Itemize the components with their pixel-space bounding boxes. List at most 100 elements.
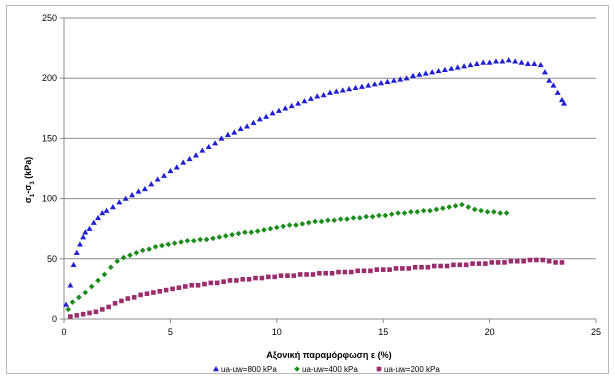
data-point — [224, 131, 231, 137]
data-point — [144, 291, 150, 297]
data-point — [99, 210, 106, 216]
data-point — [218, 135, 225, 141]
data-point — [427, 207, 433, 214]
chart-frame — [6, 5, 609, 374]
data-point — [420, 207, 427, 214]
data-point — [348, 269, 354, 275]
data-point — [293, 222, 299, 228]
x-tick-label: 5 — [168, 327, 173, 337]
data-point — [159, 242, 165, 249]
data-point — [146, 246, 152, 252]
data-point — [280, 223, 286, 230]
data-point — [325, 217, 331, 224]
data-point — [333, 88, 340, 94]
data-point — [288, 102, 295, 109]
data-point — [470, 261, 475, 266]
data-point — [431, 263, 437, 269]
data-point — [390, 77, 397, 83]
data-point — [202, 281, 207, 287]
data-point — [310, 272, 316, 277]
data-point — [138, 292, 143, 298]
legend-item-200: ua-uw=200 kPa — [376, 365, 440, 374]
data-point — [454, 64, 461, 70]
data-point — [90, 219, 97, 225]
data-point — [331, 217, 338, 224]
data-point — [438, 263, 443, 269]
data-point — [540, 257, 546, 263]
data-point — [173, 164, 180, 170]
data-point — [301, 98, 308, 104]
data-point — [216, 234, 223, 240]
data-point — [82, 229, 89, 235]
data-point — [337, 216, 344, 222]
data-point — [356, 215, 363, 221]
x-tick-label: 25 — [591, 327, 601, 337]
data-point — [254, 228, 261, 234]
data-point — [521, 258, 526, 264]
data-point — [248, 229, 255, 236]
data-point — [374, 267, 380, 272]
data-point — [342, 269, 348, 275]
data-point — [382, 212, 389, 219]
data-point — [371, 81, 378, 87]
data-point — [553, 260, 558, 265]
data-point — [119, 298, 124, 304]
gridlines — [64, 17, 596, 260]
data-point — [414, 209, 421, 215]
x-tick-label: 10 — [272, 327, 282, 337]
y-axis-title: σ1-σ3 (kPa) — [23, 157, 36, 204]
data-point — [393, 266, 399, 271]
data-point — [208, 280, 214, 286]
data-point — [448, 65, 455, 71]
y-tick-label: 250 — [42, 13, 57, 23]
data-point — [100, 307, 105, 312]
data-point — [401, 210, 408, 216]
data-point — [82, 289, 89, 296]
legend-marker-diamond-icon — [294, 366, 300, 372]
data-point — [452, 203, 459, 209]
legend-item-400: ua-uw=400 kPa — [294, 365, 358, 374]
data-point — [73, 249, 80, 255]
data-point — [419, 264, 424, 270]
x-tick-label: 0 — [61, 327, 66, 337]
data-point — [541, 69, 548, 75]
legend-marker-square-icon — [376, 366, 382, 372]
data-point — [256, 116, 263, 122]
data-point — [240, 276, 246, 282]
y-tick-label: 100 — [42, 194, 57, 204]
y-tick-label: 50 — [47, 254, 57, 264]
data-point — [148, 181, 155, 187]
data-point — [378, 80, 385, 86]
data-point — [537, 61, 544, 68]
data-point — [222, 233, 229, 239]
data-series — [63, 57, 568, 319]
data-point — [261, 227, 267, 233]
legend-marker — [213, 366, 219, 372]
data-point — [491, 209, 497, 215]
data-point — [95, 277, 101, 284]
data-point — [368, 268, 373, 274]
data-point — [395, 210, 401, 216]
data-point — [195, 282, 201, 288]
data-point — [295, 100, 302, 106]
data-point — [439, 205, 446, 212]
data-point — [350, 215, 357, 221]
data-point — [129, 191, 136, 198]
data-point — [127, 252, 133, 258]
x-tick-labels: 0 5 10 15 20 25 — [61, 327, 601, 337]
data-point — [318, 218, 325, 225]
data-point — [397, 76, 404, 82]
data-point — [497, 210, 504, 216]
data-point — [559, 260, 565, 265]
series-1 — [65, 201, 510, 313]
data-point — [486, 59, 493, 65]
data-point — [139, 247, 146, 254]
data-point — [297, 272, 303, 277]
data-point — [234, 278, 239, 283]
data-point — [141, 185, 148, 192]
data-point — [69, 299, 76, 305]
data-point — [384, 78, 391, 85]
data-point — [329, 270, 335, 276]
y-tick-label: 0 — [52, 314, 57, 324]
